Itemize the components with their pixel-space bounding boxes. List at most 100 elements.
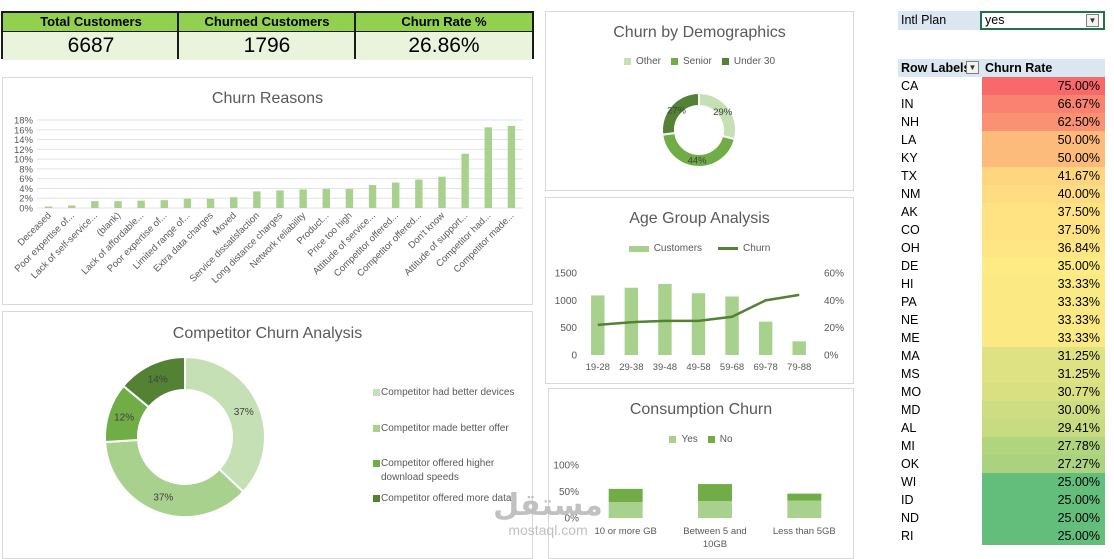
pivot-row[interactable]: ME 33.33% [898,329,1105,347]
x-tick-label: Less than 5GB [773,526,836,537]
pivot-row[interactable]: CA 75.00% [898,77,1105,95]
x-tick-label: 19-28 [586,362,610,373]
kpi-value: 26.86% [356,32,532,60]
donut-slice [184,355,266,494]
churn-rate-cell: 31.25% [982,347,1105,365]
y-tick-label: 10% [14,155,34,166]
churn-rate-cell: 33.33% [982,311,1105,329]
pivot-row[interactable]: IN 66.67% [898,95,1105,113]
y-tick-label: 18% [14,116,34,127]
kpi-total-customers: Total Customers 6687 [1,11,181,60]
legend-label: Competitor offered more data [381,493,512,504]
pivot-row[interactable]: NE 33.33% [898,311,1105,329]
churn-rate-cell: 62.50% [982,113,1105,131]
bar [276,190,284,208]
state-label: ME [901,331,920,345]
pivot-row[interactable]: NH 62.50% [898,113,1105,131]
state-label: HI [901,277,914,291]
watermark: مستقل mostaql.com [488,490,608,539]
churn-rate-cell: 37.50% [982,203,1105,221]
pivot-row[interactable]: NM 40.00% [898,185,1105,203]
pivot-row[interactable]: ND 25.00% [898,509,1105,527]
competitor-chart[interactable]: Competitor Churn Analysis 37% 37% 12% 14% C… [2,311,533,559]
state-label: OK [901,457,920,471]
legend-label: Competitor made better offer [381,423,509,434]
churn-rate-cell: 25.00% [982,527,1105,545]
churn-rate-cell: 25.00% [982,509,1105,527]
bar [507,125,516,208]
legend-label: Churn [743,243,771,254]
pivot-row[interactable]: ID 25.00% [898,491,1105,509]
pivot-row[interactable]: TX 41.67% [898,167,1105,185]
kpi-value: 6687 [3,32,179,60]
legend-item: Customers [628,243,702,254]
y-tick-label: 100% [553,461,579,472]
x-tick-label: Between 5 and [683,526,746,537]
state-label: RI [901,529,914,543]
pivot-header-value: Churn Rate [985,61,1053,75]
chart-legend: Customers Churn [546,243,853,254]
pivot-row[interactable]: MI 27.78% [898,437,1105,455]
bar-no [608,488,643,503]
pivot-row[interactable]: LA 50.00% [898,131,1105,149]
chart-title: Churn Reasons [211,90,324,107]
age-group-chart[interactable]: Age Group Analysis Customers Churn 0 500 1… [545,197,854,384]
slice-label: 29% [713,107,733,118]
churn-reasons-chart[interactable]: Churn Reasons 0% 2% 4% 6% 8% 10% 12% 14% 16% 18% D… [2,77,533,305]
pivot-row[interactable]: CO 37.50% [898,221,1105,239]
y-tick-label: 1000 [555,296,578,307]
kpi-label: Churned Customers [179,13,355,32]
churn-rate-cell: 29.41% [982,419,1105,437]
watermark-latin: mostaql.com [508,522,588,538]
y2-tick-label: 20% [824,323,844,334]
y-tick-label: 0% [19,204,33,215]
bar [658,283,672,355]
bar [68,205,76,208]
chart-title: Age Group Analysis [629,210,770,227]
pivot-row[interactable]: MD 30.00% [898,401,1105,419]
filter-label: Intl Plan [898,11,980,30]
state-label: AK [901,205,918,219]
y-tick-label: 0% [565,514,580,525]
churn-rate-cell: 33.33% [982,293,1105,311]
y-tick-label: 4% [19,184,33,195]
bar-yes [787,500,822,518]
pivot-row[interactable]: MS 31.25% [898,365,1105,383]
pivot-row[interactable]: AL 29.41% [898,419,1105,437]
bar-yes [608,502,643,518]
bar [368,185,377,208]
x-tick-label: 59-68 [720,362,744,373]
pivot-row[interactable]: HI 33.33% [898,275,1105,293]
state-label: IN [901,97,914,111]
age-group-plot: 0 500 1000 1500 0% 20% 40% 60% 19-28 29-38 39-48 49… [555,269,844,374]
pivot-row[interactable]: OK 27.27% [898,455,1105,473]
filter-icon[interactable]: ▼ [1086,14,1099,27]
bar [322,188,330,208]
slice-label: 14% [148,375,168,386]
pivot-row[interactable]: RI 25.00% [898,527,1105,545]
state-label: AL [901,421,917,435]
y-tick-label: 6% [19,174,33,185]
filter-dropdown[interactable]: yes ▼ [980,11,1105,30]
pivot-row[interactable]: MA 31.25% [898,347,1105,365]
pivot-row[interactable]: AK 37.50% [898,203,1105,221]
consumption-chart[interactable]: Consumption Churn Yes No 0% 50% 100% 10 or … [548,388,854,559]
bar [160,200,168,208]
competitor-plot: 37% 37% 12% 14% [104,355,266,518]
state-label: MD [901,403,921,417]
filter-icon[interactable]: ▼ [966,61,979,74]
demographics-chart[interactable]: Churn by Demographics Other Senior Under… [545,11,854,191]
churn-rate-cell: 41.67% [982,167,1105,185]
pivot-row[interactable]: MO 30.77% [898,383,1105,401]
churn-rate-cell: 50.00% [982,131,1105,149]
pivot-row[interactable]: PA 33.33% [898,293,1105,311]
pivot-row[interactable]: OH 36.84% [898,239,1105,257]
pivot-row[interactable]: WI 25.00% [898,473,1105,491]
state-label: CO [901,223,920,237]
pivot-row[interactable]: DE 35.00% [898,257,1105,275]
bar [758,321,773,355]
y-tick-label: 8% [19,164,33,175]
pivot-row[interactable]: KY 50.00% [898,149,1105,167]
churn-rate-cell: 35.00% [982,257,1105,275]
